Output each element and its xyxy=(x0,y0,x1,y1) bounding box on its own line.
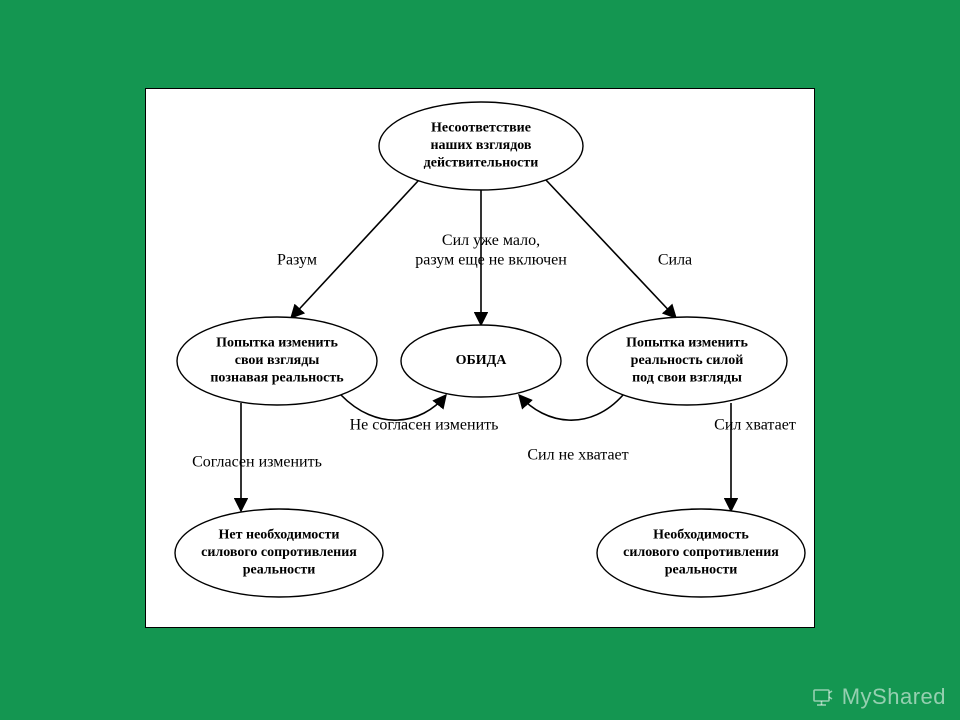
node-label: действительности xyxy=(424,156,539,171)
edge-label: Сил уже мало, xyxy=(442,232,540,249)
node-label: Попытка изменить xyxy=(216,336,338,351)
slide-stage: Несоответствие наших взглядов действительн… xyxy=(0,0,960,720)
node-label: Нет необходимости xyxy=(219,528,340,543)
node-label: наших взглядов xyxy=(430,138,531,153)
node-label: реальности xyxy=(243,563,316,578)
nodes-layer: Несоответствие наших взглядов действительн… xyxy=(175,102,805,597)
node-label: реальности xyxy=(665,563,738,578)
watermark-icon xyxy=(812,687,834,707)
watermark-text: MyShared xyxy=(842,684,946,710)
node-label: под свои взгляды xyxy=(632,371,742,386)
watermark: MyShared xyxy=(812,684,946,710)
node-label: силового сопротивления xyxy=(623,545,779,560)
flowchart-svg: Несоответствие наших взглядов действительн… xyxy=(1,1,960,720)
node-label: свои взгляды xyxy=(235,353,320,368)
edge-e_top_right xyxy=(546,180,676,318)
node-label: Попытка изменить xyxy=(626,336,748,351)
edge-label: разум еще не включен xyxy=(415,251,567,268)
node-label: познавая реальность xyxy=(210,371,344,386)
node-label: Необходимость xyxy=(653,528,749,543)
node-label: ОБИДА xyxy=(456,353,508,368)
edge-label: Сил хватает xyxy=(714,417,796,434)
edge-e_top_left xyxy=(291,181,418,318)
node-label: силового сопротивления xyxy=(201,545,357,560)
edge-label: Сила xyxy=(658,252,692,269)
edge-label: Сил не хватает xyxy=(527,447,628,464)
diagram-panel: Несоответствие наших взглядов действительн… xyxy=(145,88,815,628)
node-label: реальность силой xyxy=(631,353,744,368)
edge-e_right_center xyxy=(519,395,623,420)
edge-label: Согласен изменить xyxy=(192,454,322,471)
edge-label: Не согласен изменить xyxy=(350,417,499,434)
node-label: Несоответствие xyxy=(431,121,531,136)
edge-label: Разум xyxy=(277,252,317,269)
